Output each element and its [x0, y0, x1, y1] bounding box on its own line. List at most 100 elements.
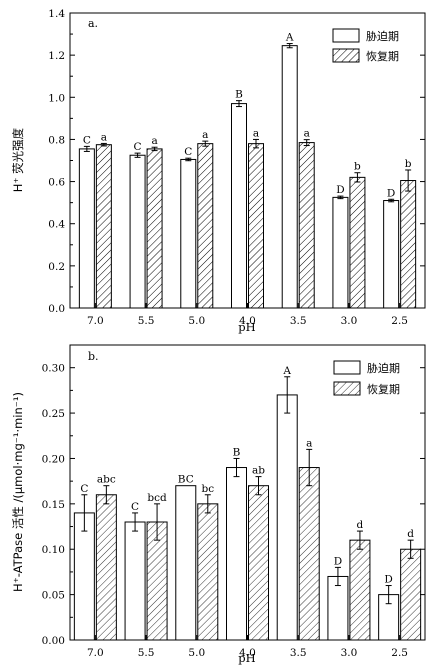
significance-label: a	[101, 131, 107, 143]
bar-recovery	[400, 180, 417, 309]
x-tick-label: 3.0	[341, 647, 358, 659]
y-ticks-b: 0.00 0.05 0.10 0.15 0.20 0.25 0.30	[42, 363, 425, 647]
legend-swatch-stress-b	[333, 360, 361, 375]
panel-label-a: a.	[88, 17, 98, 30]
legend-label-recovery-b: 恢复期	[367, 382, 400, 396]
y-axis-title-b: H⁺-ATPase 活性 /(μmol·mg⁻¹·min⁻¹)	[11, 392, 25, 592]
significance-label: D	[336, 184, 344, 196]
bar-stress	[276, 394, 298, 641]
significance-label: b	[405, 158, 412, 170]
y-tick-label: 0.4	[48, 219, 65, 231]
bar-recovery	[248, 485, 269, 641]
significance-label: D	[334, 555, 342, 567]
y-tick-label: 0.2	[48, 261, 65, 273]
significance-label: a	[253, 127, 259, 139]
x-tick-label: 5.5	[138, 315, 155, 327]
significance-label: C	[131, 501, 139, 513]
bar-stress	[281, 45, 298, 309]
bar-stress	[383, 200, 400, 309]
significance-label: a	[202, 129, 208, 141]
y-tick-label: 0.8	[48, 134, 65, 146]
bar-recovery	[248, 143, 264, 309]
bar-recovery	[349, 176, 366, 309]
bar-recovery	[400, 548, 422, 641]
legend-a: 胁迫期 恢复期	[332, 28, 399, 63]
bar-stress	[231, 103, 247, 309]
x-ticks-a: 7.0 5.5 5.0 4.0 3.5 3.0 2.5	[87, 303, 408, 327]
legend-label-recovery-a: 恢复期	[366, 49, 399, 63]
y-tick-label: 0.6	[48, 177, 65, 189]
legend-b: 胁迫期 恢复期	[333, 360, 400, 396]
bar-stress	[180, 158, 197, 309]
bar-stress	[226, 467, 247, 641]
significance-label: a	[304, 128, 310, 140]
significance-label: A	[282, 365, 291, 377]
y-tick-label: 0.25	[42, 408, 65, 420]
significance-label: a	[306, 437, 312, 449]
y-axis-title-a: H⁺ 荧光强度	[11, 127, 25, 192]
legend-label-stress-a: 胁迫期	[366, 29, 399, 43]
significance-label: D	[387, 187, 395, 199]
x-tick-label: 5.0	[188, 647, 205, 659]
chart-panel-b: 0.000.050.100.150.200.250.30 CabcCbcdBCb…	[11, 344, 426, 665]
bar-stress	[78, 148, 95, 309]
bar-recovery	[349, 539, 371, 641]
x-axis-title-a: pH	[238, 320, 255, 334]
significance-label: a	[151, 135, 157, 147]
significance-label: abc	[97, 474, 116, 486]
y-tick-label: 0.00	[42, 635, 65, 647]
significance-label: d	[357, 519, 364, 531]
bar-recovery	[95, 144, 112, 309]
significance-label: bcd	[147, 492, 167, 504]
x-tick-label: 4.0	[239, 647, 256, 659]
x-tick-label: 4.0	[239, 315, 256, 327]
y-tick-label: 0.10	[42, 544, 65, 556]
significance-label: B	[233, 446, 241, 458]
x-ticks-b: 7.0 5.5 5.0 4.0 3.5 3.0 2.5	[87, 635, 408, 659]
y-tick-label: 0.20	[42, 453, 65, 465]
bar-stress	[175, 485, 197, 641]
bar-recovery	[146, 148, 163, 309]
significance-label: bc	[201, 483, 214, 495]
legend-swatch-stress-a	[332, 28, 360, 43]
x-tick-label: 7.0	[87, 315, 104, 327]
significance-label: B	[235, 89, 243, 101]
x-tick-label: 3.5	[290, 647, 307, 659]
y-tick-label: 1.4	[48, 8, 65, 20]
significance-label: C	[80, 483, 88, 495]
bar-stress	[124, 521, 146, 641]
y-ticks-a: 0.0 0.2 0.4 0.6 0.8 1.0 1.2 1.4	[48, 8, 425, 315]
y-tick-label: 0.05	[42, 590, 65, 602]
bar-recovery	[298, 467, 320, 641]
x-tick-label: 2.5	[391, 315, 408, 327]
panel-label-b: b.	[88, 350, 99, 363]
y-tick-label: 0.30	[42, 363, 65, 375]
significance-label: BC	[178, 474, 194, 486]
legend-label-stress-b: 胁迫期	[367, 361, 400, 375]
legend-swatch-recovery-b	[333, 381, 361, 396]
significance-label: D	[384, 574, 392, 586]
x-tick-label: 3.5	[290, 315, 307, 327]
bar-recovery	[298, 142, 315, 309]
significance-label: C	[83, 134, 91, 146]
x-tick-label: 5.5	[138, 647, 155, 659]
significance-label: C	[134, 141, 142, 153]
significance-label: ab	[252, 465, 265, 477]
y-tick-label: 0.0	[48, 303, 65, 315]
y-tick-label: 0.15	[42, 499, 65, 511]
y-tick-label: 1.2	[48, 50, 65, 62]
significance-label: d	[407, 528, 414, 540]
bar-stress	[332, 196, 349, 309]
x-tick-label: 5.0	[188, 315, 205, 327]
bar-stress	[129, 154, 146, 309]
x-tick-label: 7.0	[87, 647, 104, 659]
y-tick-label: 1.0	[48, 92, 65, 104]
x-tick-label: 2.5	[391, 647, 408, 659]
bar-stress	[73, 512, 95, 641]
significance-label: A	[285, 32, 294, 44]
significance-label: b	[354, 161, 361, 173]
